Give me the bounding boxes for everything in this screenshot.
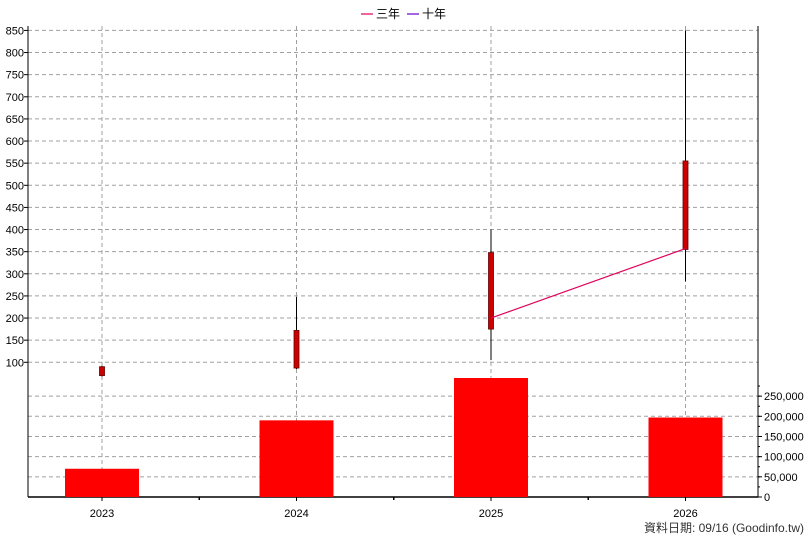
volume-tick-label: 250,000	[764, 391, 804, 403]
price-tick-label: 400	[6, 225, 24, 237]
price-tick-label: 700	[6, 92, 24, 104]
tick-labels: 100 150 200 250 300 350 400 450 500 550 600 650 700 7…	[6, 25, 804, 520]
candle-body	[488, 252, 494, 330]
candle-body	[99, 366, 105, 376]
series-line	[490, 248, 686, 319]
volume-bar	[259, 420, 334, 497]
price-tick-label: 650	[6, 114, 24, 126]
price-tick-label: 800	[6, 48, 24, 60]
price-tick-label: 300	[6, 269, 24, 281]
price-tick-label: 600	[6, 136, 24, 148]
category-tick-label: 2026	[673, 508, 697, 520]
volume-tick-label: 50,000	[764, 472, 798, 484]
price-tick-label: 450	[6, 202, 24, 214]
volume-tick-label: 150,000	[764, 431, 804, 443]
category-tick-label: 2024	[284, 508, 308, 520]
volume-bar	[454, 378, 528, 497]
legend: 三年 十年	[361, 7, 446, 21]
volume-tick-label: 200,000	[764, 411, 804, 423]
legend-label: 三年	[376, 7, 400, 21]
price-tick-label: 750	[6, 70, 24, 82]
price-tick-label: 100	[6, 357, 24, 369]
volume-tick-label: 100,000	[764, 452, 804, 464]
volume-bar	[648, 417, 723, 497]
price-tick-label: 350	[6, 247, 24, 259]
category-tick-label: 2023	[90, 508, 114, 520]
footer-note: 資料日期: 09/16 (Goodinfo.tw)	[644, 521, 804, 535]
axes	[24, 26, 762, 501]
volume-bars	[65, 378, 723, 497]
category-tick-label: 2025	[479, 508, 503, 520]
price-tick-label: 150	[6, 335, 24, 347]
series-lines	[490, 248, 686, 319]
price-tick-label: 500	[6, 180, 24, 192]
price-tick-label: 200	[6, 313, 24, 325]
volume-bar	[65, 468, 139, 497]
volume-tick-label: 0	[764, 492, 770, 504]
price-tick-label: 550	[6, 158, 24, 170]
candle-body	[293, 330, 300, 369]
price-tick-label: 250	[6, 291, 24, 303]
candlesticks	[99, 30, 689, 377]
legend-label: 十年	[422, 7, 446, 21]
candle-body	[682, 160, 689, 250]
price-tick-label: 850	[6, 25, 24, 37]
